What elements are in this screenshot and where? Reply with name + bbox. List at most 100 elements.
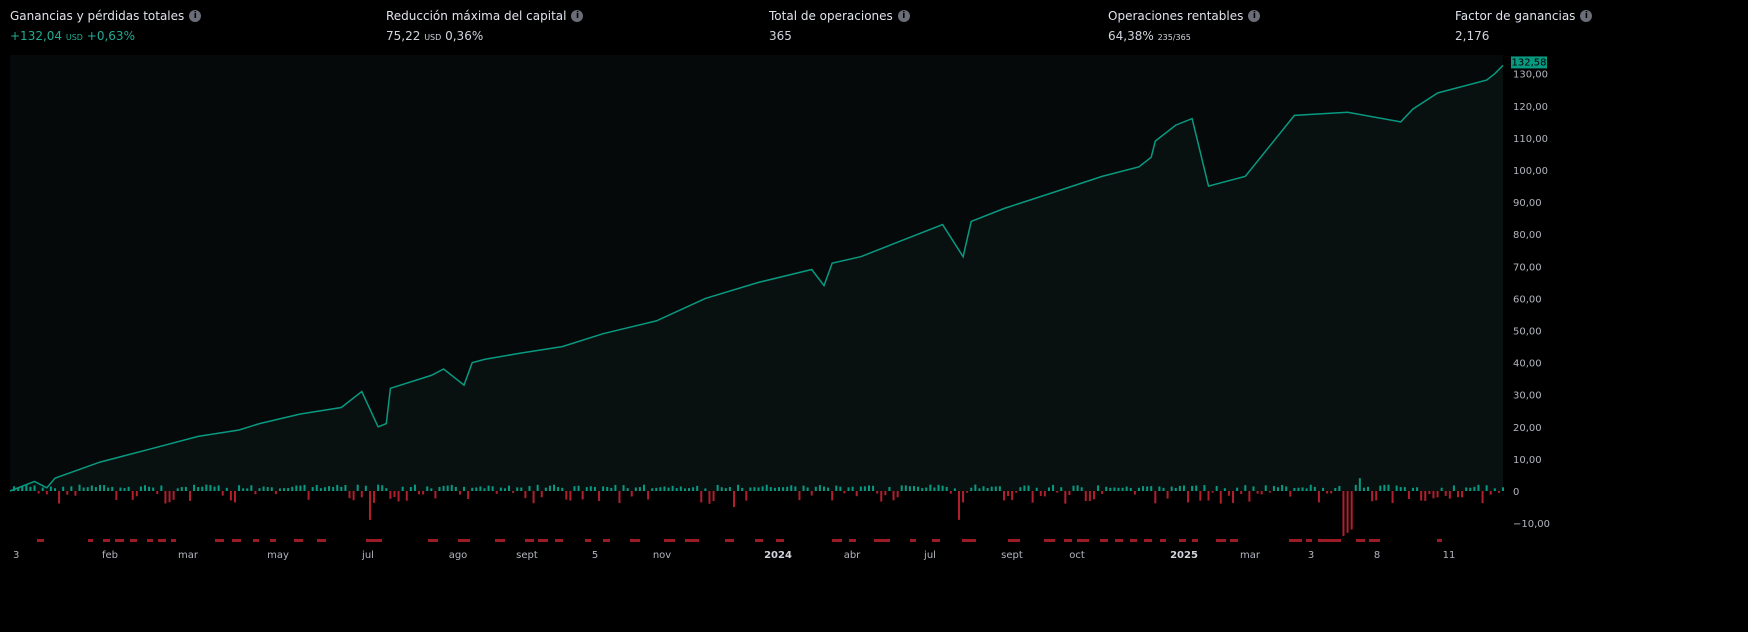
loss-bar bbox=[949, 491, 952, 494]
y-tick-label: 40,00 bbox=[1513, 359, 1542, 370]
loss-bar bbox=[708, 491, 711, 504]
stat-max-drawdown: Reducción máxima del capital i 75,22 USD … bbox=[386, 9, 584, 43]
y-tick-label: 0 bbox=[1513, 487, 1519, 498]
stat-label: Factor de ganancias bbox=[1455, 9, 1576, 23]
profit-bar bbox=[769, 487, 772, 491]
info-icon[interactable]: i bbox=[571, 10, 584, 22]
profit-bar bbox=[426, 486, 429, 491]
loss-bar bbox=[1248, 491, 1251, 502]
profit-bar bbox=[593, 486, 596, 491]
x-tick-label: oct bbox=[1069, 550, 1085, 561]
profit-bar bbox=[385, 488, 388, 491]
profit-bar bbox=[1358, 478, 1361, 491]
equity-line bbox=[9, 64, 1504, 492]
profit-bar bbox=[401, 486, 404, 491]
drawdown-marker bbox=[1077, 539, 1089, 542]
profit-bar bbox=[193, 484, 196, 491]
drawdown-marker bbox=[495, 539, 505, 542]
loss-bar bbox=[630, 491, 633, 497]
profit-bar bbox=[483, 488, 486, 491]
drawdown-marker bbox=[1044, 539, 1055, 542]
loss-bar bbox=[884, 491, 887, 496]
loss-bar bbox=[1289, 491, 1292, 497]
drawdown-marker bbox=[171, 539, 176, 542]
x-tick-label: 5 bbox=[592, 550, 598, 561]
profit-bar bbox=[937, 484, 940, 491]
profit-bar bbox=[377, 484, 380, 491]
profit-bar bbox=[827, 487, 830, 491]
profit-bar bbox=[1301, 487, 1304, 491]
profit-bar bbox=[859, 486, 862, 491]
profit-bar bbox=[638, 487, 641, 491]
profit-bar bbox=[450, 484, 453, 491]
profit-bar bbox=[814, 486, 817, 491]
profit-bar bbox=[176, 488, 179, 491]
info-icon[interactable]: i bbox=[1248, 10, 1261, 22]
profit-bar bbox=[1452, 485, 1455, 491]
loss-bar bbox=[1219, 491, 1222, 504]
profit-bar bbox=[614, 484, 617, 491]
profit-bar bbox=[790, 485, 793, 491]
profit-bar bbox=[557, 487, 560, 491]
profit-bar bbox=[86, 487, 89, 491]
drawdown-marker bbox=[755, 539, 763, 542]
profit-bar bbox=[340, 486, 343, 491]
profit-bar bbox=[266, 487, 269, 491]
profit-bar bbox=[888, 486, 891, 491]
profit-bar bbox=[610, 487, 613, 491]
profit-bar bbox=[209, 485, 212, 491]
loss-bar bbox=[1211, 491, 1214, 493]
loss-bar bbox=[405, 491, 408, 501]
info-icon[interactable]: i bbox=[897, 10, 910, 22]
loss-bar bbox=[540, 491, 543, 498]
profit-bar bbox=[663, 486, 666, 491]
y-axis: 130,00 120,00 110,00 100,00 90,00 80,00 70,00 6… bbox=[1513, 70, 1550, 530]
loss-bar bbox=[598, 491, 601, 501]
drawdown-marker bbox=[538, 539, 548, 542]
profit-bar bbox=[1395, 485, 1398, 491]
profit-bar bbox=[606, 486, 609, 491]
drawdown-marker bbox=[685, 539, 699, 542]
drawdown-marker bbox=[1369, 539, 1380, 542]
loss-bar bbox=[1031, 491, 1034, 503]
profit-bar bbox=[1383, 484, 1386, 491]
profit-bar bbox=[303, 484, 306, 491]
profit-bar bbox=[49, 486, 52, 491]
info-icon[interactable]: i bbox=[189, 10, 202, 22]
profit-bar bbox=[761, 486, 764, 491]
loss-bar bbox=[1260, 491, 1263, 495]
profit-bar bbox=[103, 485, 106, 491]
profit-bar bbox=[659, 487, 662, 491]
loss-bar bbox=[1039, 491, 1042, 496]
drawdown-marker bbox=[366, 539, 382, 542]
profit-bar bbox=[1076, 485, 1079, 491]
profit-bar bbox=[1158, 486, 1161, 491]
profit-bar bbox=[356, 484, 359, 491]
profit-bar bbox=[777, 487, 780, 491]
profit-bar bbox=[278, 488, 281, 491]
drawdown-marker bbox=[428, 539, 438, 542]
y-tick-label: 80,00 bbox=[1513, 230, 1542, 241]
info-icon[interactable]: i bbox=[1580, 10, 1593, 22]
loss-bar bbox=[233, 491, 236, 503]
profit-bar bbox=[1272, 486, 1275, 491]
loss-bar bbox=[512, 491, 515, 493]
drawdown-marker bbox=[630, 539, 640, 542]
loss-bar bbox=[733, 491, 736, 508]
loss-bar bbox=[495, 491, 498, 494]
y-tick-label: 20,00 bbox=[1513, 423, 1542, 434]
loss-bar bbox=[532, 491, 535, 504]
x-tick-label: 2025 bbox=[1170, 550, 1198, 561]
x-tick-label: nov bbox=[653, 550, 671, 561]
profit-bar bbox=[328, 486, 331, 491]
profit-bar bbox=[1416, 487, 1419, 491]
profit-bar bbox=[577, 485, 580, 491]
drawdown-marker bbox=[37, 539, 44, 542]
profit-bar bbox=[29, 486, 32, 491]
profit-bar bbox=[863, 486, 866, 491]
profit-bar bbox=[1469, 487, 1472, 491]
profit-bar bbox=[1191, 485, 1194, 491]
profit-bar bbox=[160, 485, 163, 491]
x-tick-label: feb bbox=[102, 550, 118, 561]
